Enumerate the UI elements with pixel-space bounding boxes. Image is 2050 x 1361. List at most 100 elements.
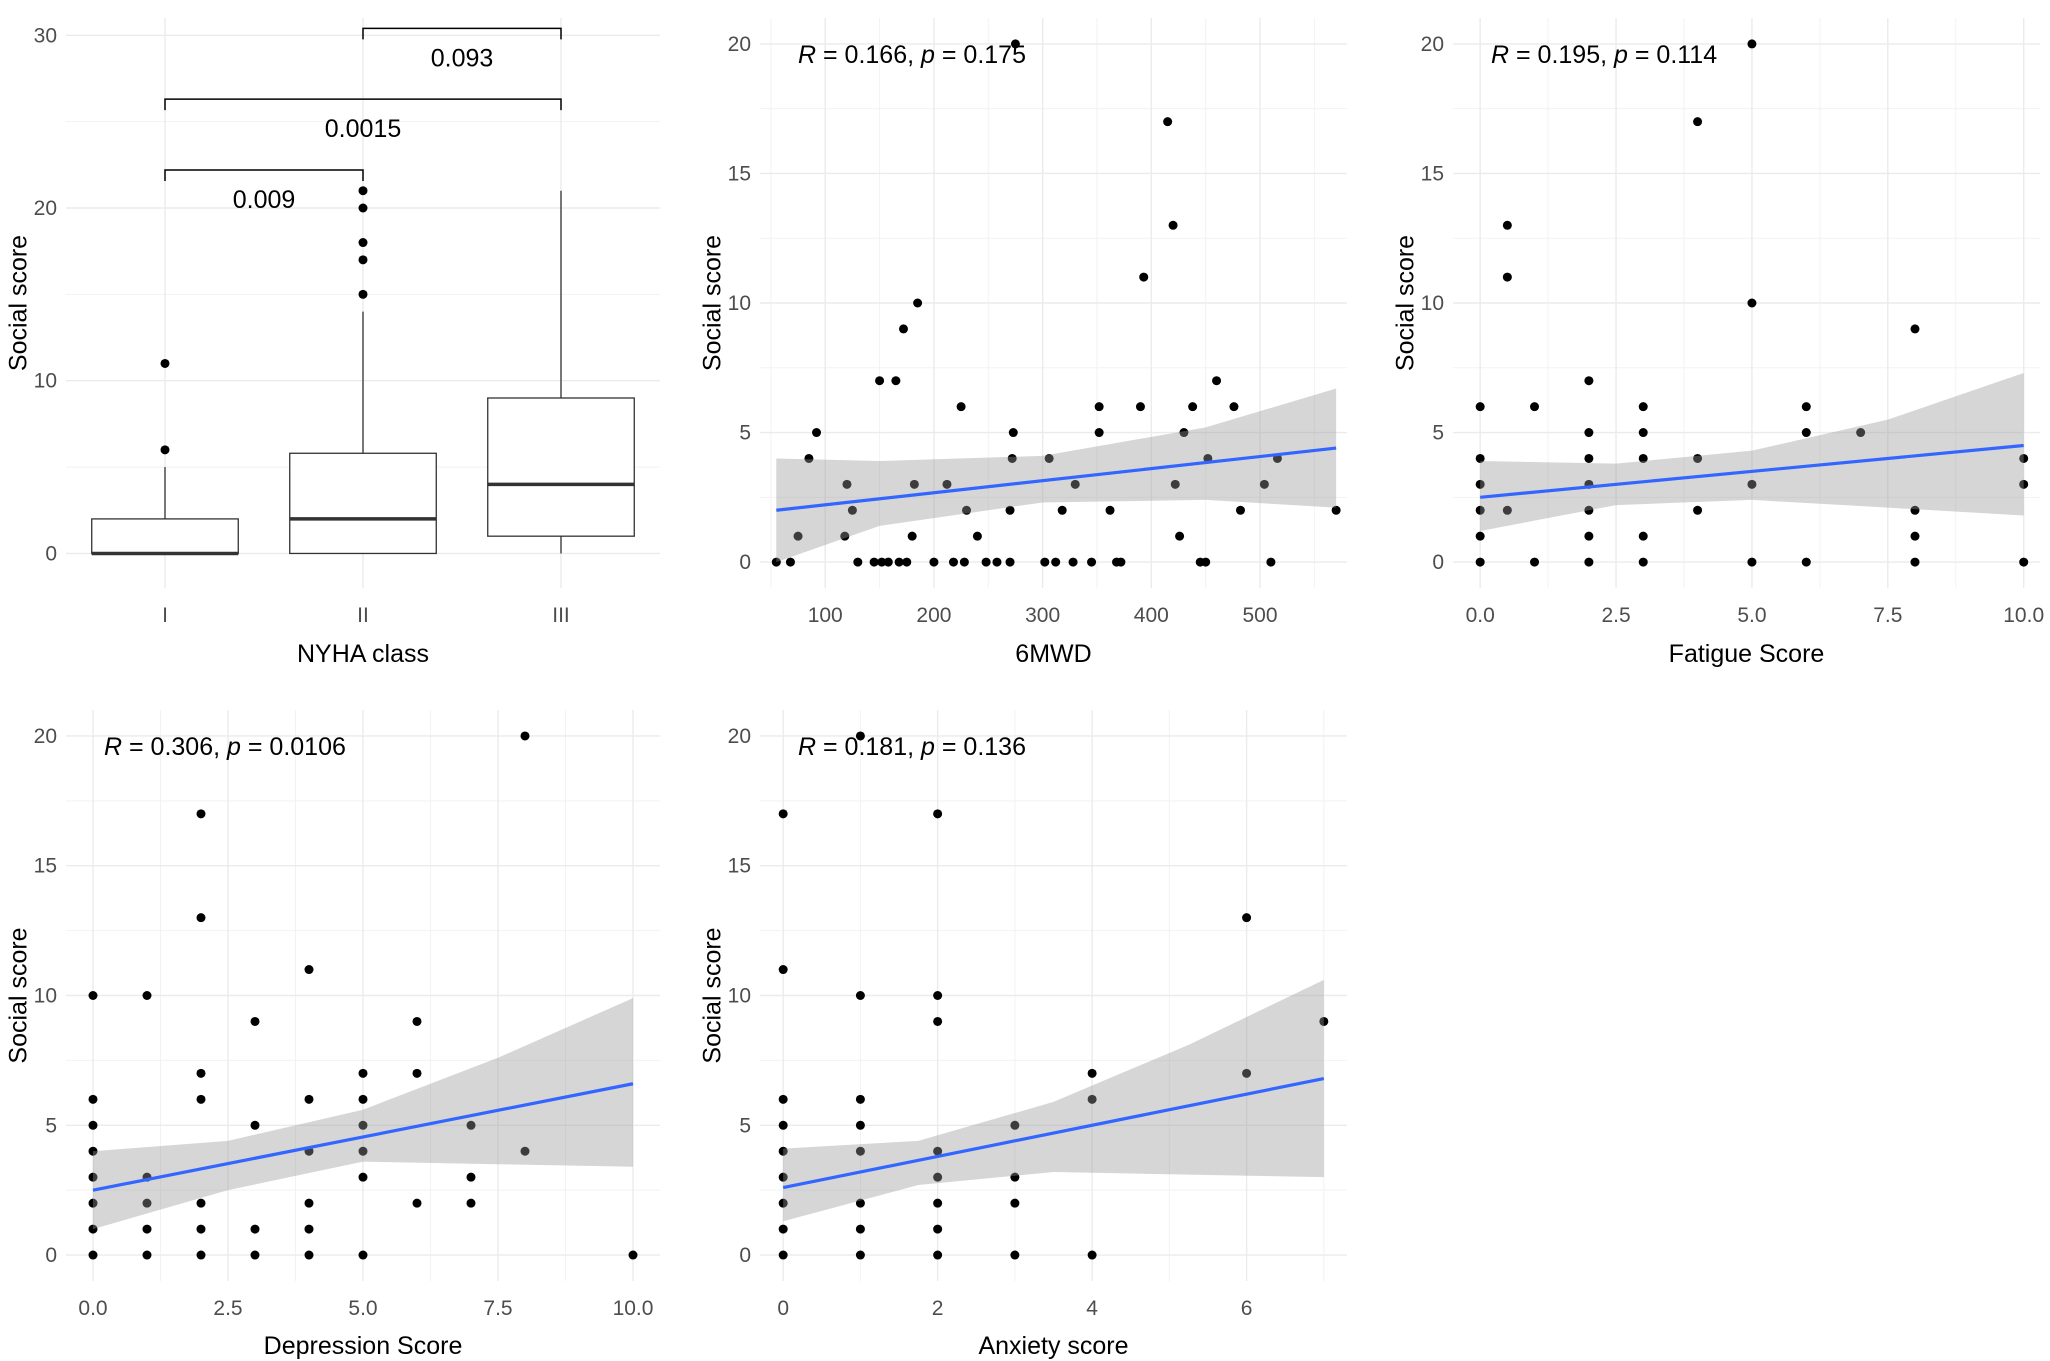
data-point <box>1175 531 1185 541</box>
data-point <box>1801 557 1811 567</box>
x-tick-label: II <box>357 604 369 627</box>
x-tick-label: 400 <box>1134 604 1169 627</box>
x-tick-label: 7.5 <box>1873 604 1902 627</box>
data-point <box>933 1146 943 1156</box>
data-point <box>250 1016 260 1026</box>
data-point <box>1105 505 1115 515</box>
data-point <box>913 298 923 308</box>
x-tick-label: 2.5 <box>1601 604 1630 627</box>
data-point <box>196 1068 206 1078</box>
data-point <box>778 1250 788 1260</box>
data-point <box>88 1094 98 1104</box>
comparison-p-value: 0.093 <box>431 44 494 72</box>
comparison-p-value: 0.009 <box>233 186 296 214</box>
x-axis-title: Anxiety score <box>978 1332 1128 1360</box>
data-point <box>778 1172 788 1182</box>
data-point <box>466 1198 476 1208</box>
data-point <box>1584 531 1594 541</box>
x-tick-label: 500 <box>1243 604 1278 627</box>
data-point <box>933 809 943 819</box>
data-point <box>88 1250 98 1260</box>
data-point <box>628 1250 638 1260</box>
correlation-annotation: R = 0.166, p = 0.175 <box>798 41 1026 69</box>
data-point <box>883 557 893 567</box>
outlier-point <box>358 289 368 299</box>
y-axis-title: Social score <box>5 235 33 371</box>
x-axis-title: Fatigue Score <box>1669 640 1825 668</box>
data-point <box>1530 557 1540 567</box>
x-tick-label: 7.5 <box>483 1297 512 1320</box>
data-point <box>1087 1068 1097 1078</box>
data-point <box>933 1224 943 1234</box>
data-point <box>812 428 822 438</box>
data-point <box>88 1120 98 1130</box>
data-point <box>1057 505 1067 515</box>
data-point <box>412 1016 422 1026</box>
data-point <box>1070 479 1080 489</box>
data-point <box>1135 402 1145 412</box>
data-point <box>1259 479 1269 489</box>
y-tick-label: 20 <box>728 725 751 748</box>
x-tick-label: 4 <box>1086 1297 1098 1320</box>
data-point <box>1266 557 1276 567</box>
data-point <box>855 1224 865 1234</box>
data-point <box>1008 428 1018 438</box>
data-point <box>1693 117 1703 127</box>
data-point <box>196 1224 206 1234</box>
data-point <box>88 1146 98 1156</box>
comparison-bracket <box>362 27 562 40</box>
comparison-p-value: 0.0015 <box>325 115 401 143</box>
correlation-annotation: R = 0.306, p = 0.0106 <box>104 733 346 761</box>
data-point <box>520 1146 530 1156</box>
data-point <box>1168 220 1178 230</box>
data-point <box>1693 505 1703 515</box>
data-point <box>1212 376 1222 386</box>
data-point <box>196 1198 206 1208</box>
y-tick-label: 0 <box>45 1244 57 1267</box>
data-point <box>1638 557 1648 567</box>
data-point <box>88 1172 98 1182</box>
data-point <box>855 1250 865 1260</box>
data-point <box>358 1068 368 1078</box>
y-tick-label: 5 <box>739 422 751 445</box>
data-point <box>855 1120 865 1130</box>
y-tick-label: 5 <box>45 1114 57 1137</box>
x-tick-label: 200 <box>916 604 951 627</box>
y-axis-title: Social score <box>5 927 33 1063</box>
data-point <box>778 1120 788 1130</box>
y-tick-label: 10 <box>728 985 751 1008</box>
data-point <box>88 1224 98 1234</box>
data-point <box>855 1146 865 1156</box>
data-point <box>358 1094 368 1104</box>
data-point <box>1910 324 1920 334</box>
x-tick-label: 100 <box>808 604 843 627</box>
data-point <box>855 1094 865 1104</box>
data-point <box>1188 402 1198 412</box>
data-point <box>1087 1094 1097 1104</box>
data-point <box>1475 505 1485 515</box>
data-point <box>88 1198 98 1208</box>
data-point <box>907 531 917 541</box>
x-tick-label: III <box>552 604 570 627</box>
y-tick-label: 20 <box>34 197 57 220</box>
y-tick-label: 0 <box>739 1244 751 1267</box>
data-point <box>466 1172 476 1182</box>
correlation-annotation: R = 0.195, p = 0.114 <box>1491 41 1717 69</box>
data-point <box>778 1198 788 1208</box>
data-point <box>778 1146 788 1156</box>
data-point <box>1139 272 1149 282</box>
data-point <box>1856 428 1866 438</box>
data-point <box>875 376 885 386</box>
data-point <box>891 376 901 386</box>
data-point <box>304 1250 314 1260</box>
data-point <box>1068 557 1078 567</box>
data-point <box>1475 479 1485 489</box>
x-axis-title: Depression Score <box>264 1332 463 1360</box>
panel-6mwd: 0 5 10 15 20 100 200 300 400 500 R = 0.166, p = 0.… <box>699 18 1347 668</box>
outlier-point <box>358 203 368 213</box>
data-point <box>909 479 919 489</box>
data-point <box>855 731 865 741</box>
x-tick-label: 2 <box>932 1297 944 1320</box>
data-point <box>959 557 969 567</box>
